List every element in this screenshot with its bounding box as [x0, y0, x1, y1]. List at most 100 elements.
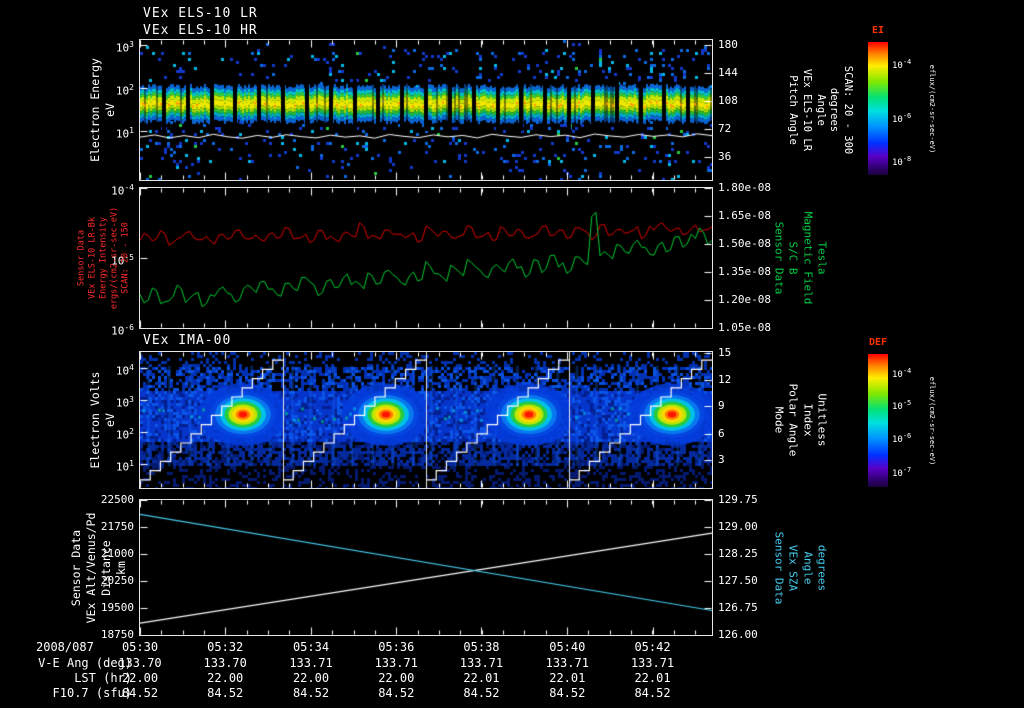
data-row-value: 133.71 [545, 656, 589, 670]
panel3-title: VEx IMA-00 [143, 333, 232, 348]
data-row-value: 22.00 [292, 671, 330, 685]
y-axis-tick-label: 18750 [100, 628, 134, 641]
right-axis-tick-label: 3 [718, 453, 725, 467]
colorbar-tick-label: 10-6 [892, 432, 912, 446]
data-row-label: V-E Ang (deg) [38, 656, 132, 670]
time-tick-label: 05:32 [207, 640, 244, 654]
colorbar-els-gradient [868, 42, 888, 175]
y-axis-label: Electron Volts eV [88, 371, 117, 469]
time-tick-label: 05:40 [549, 640, 586, 654]
colorbar-els: EI eflux/(cm2-sr-sec-eV) 10-4 10-6 10-8 [868, 25, 948, 175]
time-tick-label: 05:42 [634, 640, 671, 654]
data-row-value: 84.52 [463, 686, 500, 700]
data-row-value: 22.00 [121, 671, 159, 685]
right-axis-tick-label: 1.05e-08 [718, 321, 771, 334]
colorbar-els-label: EI [871, 25, 885, 36]
data-row-value: 133.71 [289, 656, 333, 670]
colorbar-ima: DEF eflux/(cm2-sr-sec-eV) 10-4 10-5 10-6 10… [868, 337, 948, 487]
date-label: 2008/087 [36, 640, 94, 654]
right-axis-tick-label: 129.75 [718, 493, 758, 506]
y-axis-tick-label: 102 [115, 426, 134, 442]
colorbar-tick-label: 10-6 [892, 112, 912, 126]
y-axis-label: Electron Energy eV [88, 58, 117, 162]
y-axis-tick-label: 20250 [100, 574, 134, 587]
right-axis-tick-label: 144 [718, 66, 738, 80]
right-axis-tick-label: 1.20e-08 [718, 293, 771, 306]
colorbar-els-units: eflux/(cm2-sr-sec-eV) [928, 64, 936, 153]
data-row-value: 22.01 [463, 671, 500, 685]
colorbar-tick-label: 10-4 [892, 57, 912, 71]
y-axis-tick-label: 101 [115, 126, 134, 141]
data-row-value: 133.71 [459, 656, 504, 670]
right-axis-tick-label: 12 [718, 372, 732, 386]
y-axis-label: Sensor Data VEx ELS-10 LR-Bk Energy Inte… [76, 206, 131, 310]
data-row-value: 84.52 [549, 686, 586, 700]
right-axis-tick-label: 128.25 [718, 547, 758, 560]
data-row-value: 22.01 [634, 671, 671, 685]
time-tick-label: 05:36 [378, 640, 415, 654]
right-axis-label: Unitless Index Polar Angle Mode [772, 383, 829, 457]
data-row-value: 22.00 [378, 671, 415, 685]
right-axis-tick-label: 15 [718, 346, 732, 360]
y-axis-tick-label: 22500 [100, 493, 134, 506]
data-row-label: F10.7 (sfu) [52, 686, 132, 700]
right-axis-tick-label: 126.00 [718, 628, 758, 641]
y-axis-tick-label: 104 [115, 363, 134, 378]
data-row-value: 22.00 [207, 671, 244, 685]
y-axis-tick-label: 103 [115, 40, 134, 55]
y-axis-tick-label: 21000 [100, 547, 134, 560]
panel1-title-line1: VEx ELS-10 LR [143, 6, 258, 21]
intensity-bfield-line-canvas [139, 187, 713, 329]
y-axis-tick-label: 102 [115, 83, 134, 98]
ima-spectrogram-canvas [139, 351, 713, 489]
data-row-value: 84.52 [378, 686, 415, 700]
data-row-value: 84.52 [292, 686, 330, 700]
right-axis-tick-label: 1.80e-08 [718, 181, 771, 194]
distance-sza-line-canvas [139, 499, 713, 636]
data-row-value: 22.01 [549, 671, 586, 685]
right-axis-tick-label: 6 [718, 426, 725, 440]
colorbar-ima-gradient [868, 354, 888, 487]
data-row-value: 133.71 [374, 656, 418, 670]
y-axis-tick-label: 10-5 [111, 253, 134, 268]
right-axis-tick-label: 127.50 [718, 574, 758, 587]
y-axis-tick-label: 19500 [100, 601, 134, 614]
y-axis-label: Sensor Data VEx Alt/Venus/Pd Distance km [69, 512, 128, 623]
panel1-title-line2: VEx ELS-10 HR [143, 23, 258, 38]
right-axis-tick-label: 72 [718, 122, 732, 136]
right-axis-tick-label: 1.50e-08 [718, 237, 771, 250]
colorbar-ima-units: eflux/(cm2-sr-sec-eV) [928, 376, 936, 465]
time-tick-label: 05:30 [121, 640, 159, 654]
time-tick-label: 05:34 [292, 640, 330, 654]
right-axis-label: Tesla Magnetic Field S/C B Sensor Data [772, 211, 829, 305]
right-axis-tick-label: 1.35e-08 [718, 265, 771, 278]
time-tick-label: 05:38 [463, 640, 500, 654]
right-axis-tick-label: 126.75 [718, 601, 758, 614]
colorbar-ima-label: DEF [868, 337, 888, 348]
right-axis-tick-label: 36 [718, 150, 732, 164]
colorbar-tick-label: 10-5 [892, 399, 912, 413]
data-row-value: 133.70 [118, 656, 162, 670]
data-row-value: 84.52 [207, 686, 244, 700]
y-axis-tick-label: 103 [115, 395, 134, 410]
right-axis-tick-label: 9 [718, 399, 725, 413]
right-axis-tick-label: 108 [718, 94, 738, 108]
y-axis-tick-label: 101 [115, 459, 134, 474]
colorbar-tick-label: 10-7 [892, 465, 912, 479]
right-axis-label: SCAN: 20 - 300 degrees Angle VEx ELS-10 … [787, 65, 855, 155]
data-row-value: 84.52 [121, 686, 159, 700]
right-axis-tick-label: 129.00 [718, 520, 758, 533]
right-axis-tick-label: 1.65e-08 [718, 209, 771, 222]
data-row-label: LST (hr) [74, 671, 132, 685]
data-row-value: 133.70 [203, 656, 247, 670]
colorbar-tick-label: 10-8 [892, 155, 912, 169]
right-axis-tick-label: 180 [718, 38, 738, 52]
y-axis-tick-label: 10-6 [111, 323, 134, 338]
data-row-value: 84.52 [634, 686, 671, 700]
els-spectrogram-canvas [139, 39, 713, 181]
colorbar-tick-label: 10-4 [892, 367, 912, 381]
data-row-value: 133.71 [630, 656, 675, 670]
y-axis-tick-label: 10-4 [111, 183, 134, 198]
y-axis-tick-label: 21750 [100, 520, 134, 533]
